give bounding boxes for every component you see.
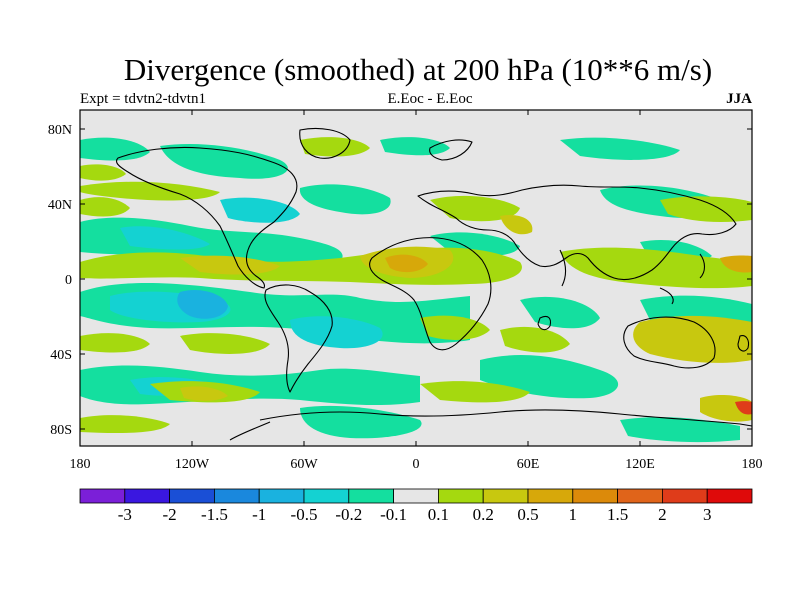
colorbar-label: 0.2 (473, 505, 494, 524)
colorbar-swatch (527, 488, 574, 504)
colorbar-label: 0.5 (517, 505, 538, 524)
colorbar-swatch (303, 488, 350, 504)
lon-label-180e: 180 (742, 457, 763, 472)
colorbar-swatch (348, 488, 394, 504)
lat-label-80n: 80N (48, 123, 72, 138)
coastlines (115, 127, 752, 441)
colorbar-label: 3 (703, 505, 712, 524)
colorbar-swatch (617, 488, 663, 504)
colorbar-label: 2 (658, 505, 667, 524)
lat-label-0: 0 (65, 273, 72, 288)
experiment-label: Expt = tdvtn2-tdvtn1 (80, 91, 206, 107)
colorbar-swatch (437, 488, 484, 504)
lon-label-0: 0 (413, 457, 420, 472)
divergence-regions (80, 137, 752, 434)
lon-label-120w: 120W (175, 457, 210, 472)
colorbar-swatch (706, 488, 753, 504)
lat-label-40s: 40S (50, 348, 72, 363)
colorbar-swatch (213, 488, 260, 504)
colorbar-label: -1 (252, 505, 266, 524)
longitude-labels: 180 120W 60W 0 60E 120E 180 (70, 457, 763, 472)
colorbar-swatch (258, 488, 305, 504)
colorbar-swatch (572, 488, 618, 504)
lon-label-120e: 120E (625, 457, 655, 472)
colorbar-swatch (124, 488, 171, 504)
season-label: JJA (726, 91, 752, 107)
colorbar-swatch (169, 488, 215, 504)
colorbar-label: 1.5 (607, 505, 628, 524)
lon-label-60w: 60W (290, 457, 318, 472)
colorbar: -3 -2 -1.5 -1 -0.5 -0.2 -0.1 0.1 0.2 0.5 1 1.5 2 3 (79, 488, 753, 524)
colorbar-label: -0.2 (335, 505, 362, 524)
colorbar-swatch (393, 488, 439, 504)
colorbar-label: 0.1 (428, 505, 449, 524)
colorbar-swatch (79, 488, 126, 504)
lon-label-180w: 180 (70, 457, 91, 472)
longitude-axis (191, 110, 641, 446)
colorbar-swatch (482, 488, 529, 504)
colorbar-label: -0.5 (291, 505, 318, 524)
colorbar-swatch (662, 488, 708, 504)
plot-title: Divergence (smoothed) at 200 hPa (10**6 … (123, 52, 713, 87)
lat-label-40n: 40N (48, 198, 72, 213)
colorbar-label: -3 (118, 505, 132, 524)
latitude-axis (80, 128, 752, 430)
colorbar-label: -2 (163, 505, 177, 524)
field-layer (80, 110, 752, 446)
lat-label-80s: 80S (50, 423, 72, 438)
case-label: E.Eoc - E.Eoc (387, 91, 473, 107)
latitude-labels: 80N 40N 0 40S 80S (48, 123, 72, 438)
lon-label-60e: 60E (517, 457, 540, 472)
colorbar-label: 1 (569, 505, 578, 524)
colorbar-label: -1.5 (201, 505, 228, 524)
colorbar-label: -0.1 (380, 505, 407, 524)
